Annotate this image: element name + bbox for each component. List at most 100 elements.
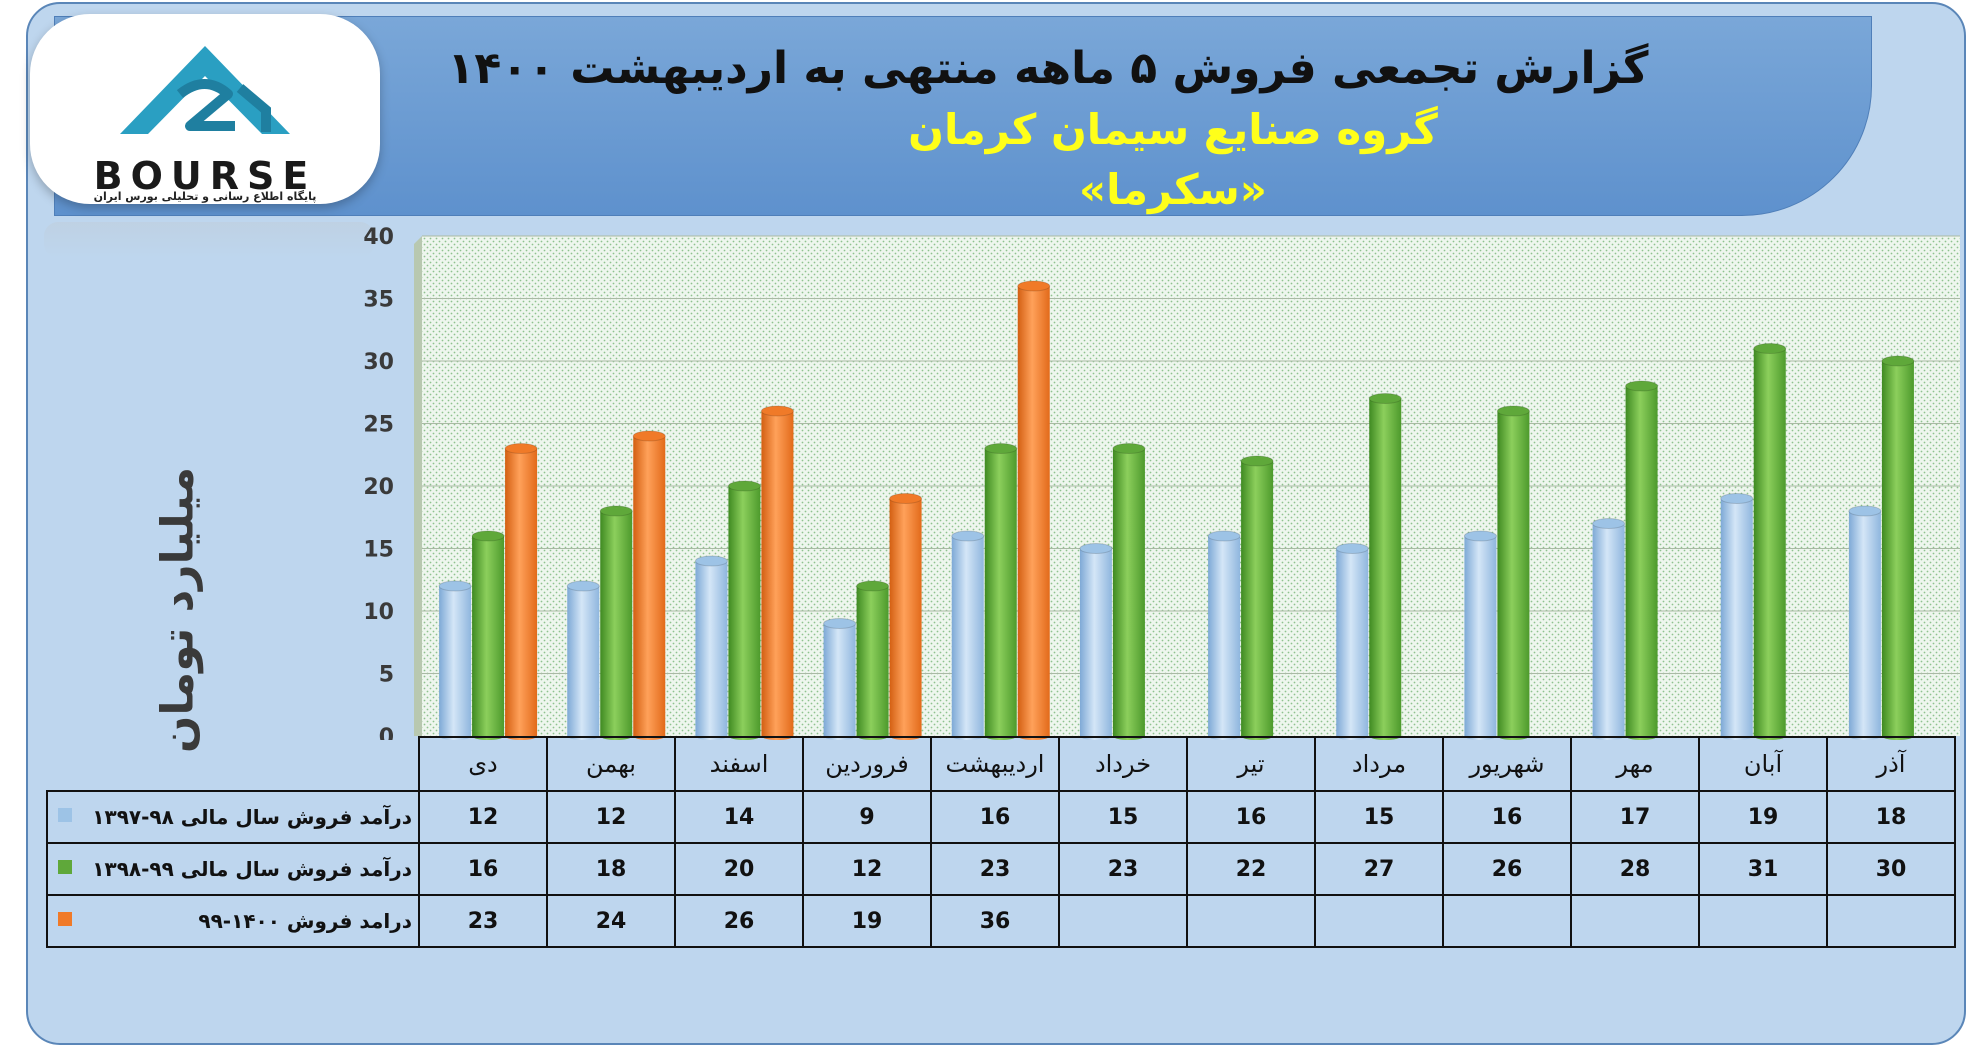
legend-entry: درامد فروش ۱۴۰۰-۹۹ xyxy=(46,894,420,948)
bar xyxy=(1720,493,1754,740)
x-tick-label: بهمن xyxy=(546,736,676,792)
bar xyxy=(1592,518,1626,740)
legend-entry: درآمد فروش سال مالی ۹۹-۱۳۹۸ xyxy=(46,842,420,896)
y-tick-label: 40 xyxy=(363,225,394,250)
logo-wordmark: BOURSE xyxy=(93,154,317,198)
data-label xyxy=(1314,894,1444,948)
data-label xyxy=(1058,894,1188,948)
bar xyxy=(889,493,923,740)
category-row: دی بهمن اسفند فروردین اردیبهشت خرداد تیر مرداد ش… xyxy=(47,736,1956,792)
data-label: 28 xyxy=(1570,842,1700,896)
data-label: 14 xyxy=(674,790,804,844)
data-label: 23 xyxy=(930,842,1060,896)
data-label xyxy=(1698,894,1828,948)
data-label: 19 xyxy=(802,894,932,948)
report-title: گزارش تجمعی فروش ۵ ماهه منتهی به اردیبهش… xyxy=(447,43,1649,94)
bar xyxy=(1240,455,1274,740)
x-tick-label: مهر xyxy=(1570,736,1700,792)
bar xyxy=(1207,530,1241,740)
bar xyxy=(984,443,1018,740)
table-corner xyxy=(47,737,420,791)
data-label: 24 xyxy=(546,894,676,948)
bar xyxy=(1463,530,1497,740)
y-tick-label: 10 xyxy=(363,600,394,625)
data-label: 12 xyxy=(418,790,548,844)
series-name: درامد فروش ۱۴۰۰-۹۹ xyxy=(198,909,412,933)
y-tick-label: 35 xyxy=(363,288,394,313)
bar xyxy=(1625,380,1659,740)
x-tick-label: مرداد xyxy=(1314,736,1444,792)
data-label: 36 xyxy=(930,894,1060,948)
ticker-symbol: «سکرما» xyxy=(1079,165,1267,214)
table-row: درآمد فروش سال مالی ۹۹-۱۳۹۸ 16 18 20 12 23 23 2… xyxy=(46,842,1956,896)
y-tick-label: 5 xyxy=(379,663,394,688)
x-tick-label: اسفند xyxy=(674,736,804,792)
data-label: 16 xyxy=(418,842,548,896)
data-label xyxy=(1570,894,1700,948)
data-label: 15 xyxy=(1314,790,1444,844)
plot-area xyxy=(414,235,1960,736)
data-label: 26 xyxy=(1442,842,1572,896)
data-label: 16 xyxy=(930,790,1060,844)
data-label: 12 xyxy=(802,842,932,896)
bar xyxy=(856,580,890,740)
data-label: 9 xyxy=(802,790,932,844)
logo-reflection xyxy=(44,222,374,258)
data-label xyxy=(1826,894,1956,948)
data-label xyxy=(1442,894,1572,948)
x-tick-label: اردیبهشت xyxy=(930,736,1060,792)
legend-swatch xyxy=(58,808,72,822)
bar xyxy=(504,443,538,740)
x-tick-label: آبان xyxy=(1698,736,1828,792)
bar xyxy=(599,505,633,740)
series-name: درآمد فروش سال مالی ۹۸-۱۳۹۷ xyxy=(92,805,412,829)
x-tick-label: آذر xyxy=(1826,736,1956,792)
x-tick-label: خرداد xyxy=(1058,736,1188,792)
table-row: درامد فروش ۱۴۰۰-۹۹ 23 24 26 19 36 xyxy=(46,894,1956,948)
y-tick-label: 25 xyxy=(363,413,394,438)
legend-entry: درآمد فروش سال مالی ۹۸-۱۳۹۷ xyxy=(46,790,420,844)
bar xyxy=(951,530,985,740)
y-tick-label: 0 xyxy=(379,725,394,740)
data-label: 30 xyxy=(1826,842,1956,896)
bar xyxy=(632,430,666,740)
bar xyxy=(1848,505,1882,740)
bar xyxy=(1112,443,1146,740)
data-label xyxy=(1186,894,1316,948)
x-tick-label: دی xyxy=(418,736,548,792)
bar xyxy=(471,530,505,740)
bar xyxy=(1017,280,1051,740)
table-row: درآمد فروش سال مالی ۹۸-۱۳۹۷ 12 12 14 9 16 15 16… xyxy=(46,790,1956,844)
bar xyxy=(1335,543,1369,740)
data-table: دی بهمن اسفند فروردین اردیبهشت خرداد تیر مرداد ش… xyxy=(46,736,1956,948)
bar xyxy=(1368,393,1402,740)
x-tick-label: فروردین xyxy=(802,736,932,792)
plot-side-wall xyxy=(414,236,422,736)
data-label: 23 xyxy=(1058,842,1188,896)
data-label: 12 xyxy=(546,790,676,844)
data-label: 27 xyxy=(1314,842,1444,896)
data-label: 23 xyxy=(418,894,548,948)
data-label: 17 xyxy=(1570,790,1700,844)
y-tick-label: 30 xyxy=(363,350,394,375)
bar xyxy=(438,580,472,740)
x-tick-label: شهریور xyxy=(1442,736,1572,792)
bar xyxy=(1079,543,1113,740)
data-label: 19 xyxy=(1698,790,1828,844)
y-tick-label: 15 xyxy=(363,538,394,563)
bar xyxy=(823,618,857,740)
bar xyxy=(760,405,794,740)
bar xyxy=(727,480,761,740)
bar xyxy=(1753,343,1787,740)
bar xyxy=(1881,355,1915,740)
data-label: 16 xyxy=(1442,790,1572,844)
data-label: 15 xyxy=(1058,790,1188,844)
logo-tagline: پایگاه اطلاع رسانی و تحلیلی بورس ایران xyxy=(93,190,317,203)
data-label: 31 xyxy=(1698,842,1828,896)
legend-swatch xyxy=(58,860,72,874)
data-label: 18 xyxy=(546,842,676,896)
bourse-logo: BOURSE پایگاه اطلاع رسانی و تحلیلی بورس … xyxy=(30,14,380,204)
data-label: 16 xyxy=(1186,790,1316,844)
data-label: 26 xyxy=(674,894,804,948)
x-tick-label: تیر xyxy=(1186,736,1316,792)
